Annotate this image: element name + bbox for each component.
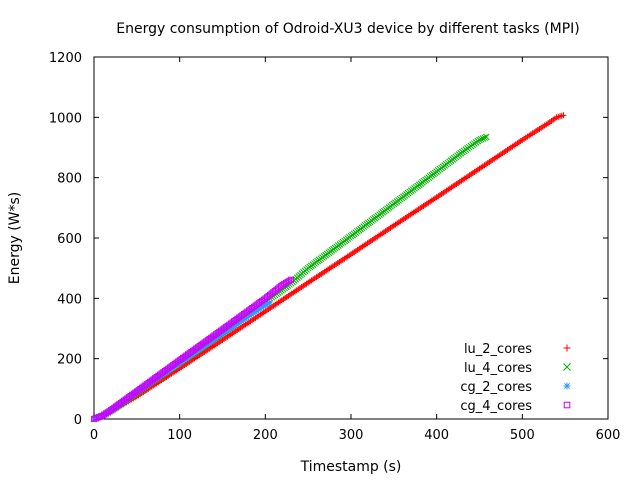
x-tick-label: 100: [167, 428, 192, 443]
y-tick-label: 1200: [49, 51, 82, 66]
legend-label: lu_4_cores: [464, 361, 532, 376]
y-tick-label: 1000: [49, 111, 82, 126]
data-point: [476, 136, 483, 144]
legend-label: cg_2_cores: [460, 380, 532, 395]
x-tick-label: 600: [596, 428, 621, 443]
y-tick-label: 600: [57, 232, 82, 247]
legend-label: cg_4_cores: [460, 399, 532, 414]
data-point: [479, 135, 487, 142]
legend: lu_2_cores lu_4_cores cg_2_cores cg_4_cores: [460, 342, 571, 414]
chart-title: Energy consumption of Odroid-XU3 device …: [116, 21, 580, 37]
legend-marker: [563, 401, 571, 409]
legend-label: lu_2_cores: [464, 342, 532, 357]
x-tick-label: 500: [510, 428, 535, 443]
y-tick-label: 400: [57, 292, 82, 307]
data-point: [286, 277, 293, 284]
x-axis-label: Timestamp (s): [300, 459, 402, 475]
legend-marker: [563, 363, 571, 371]
legend-marker: [563, 344, 571, 352]
series-cg_4_cores: [91, 276, 294, 422]
data-points: [90, 112, 567, 423]
data-point: [288, 276, 294, 283]
legend-marker: [563, 382, 571, 390]
x-tick-label: 400: [424, 428, 449, 443]
data-point: [266, 299, 273, 306]
axis-ticks: 0 100 200 300 400 500 600 0 200 400 600 800 1000 1200: [49, 51, 621, 443]
data-point: [481, 134, 488, 142]
data-point: [482, 133, 490, 141]
y-tick-label: 800: [57, 172, 82, 187]
x-tick-label: 300: [339, 428, 364, 443]
data-point: [560, 112, 567, 119]
x-tick-label: 0: [90, 428, 98, 443]
x-tick-label: 200: [253, 428, 278, 443]
y-tick-label: 0: [74, 413, 82, 428]
data-point: [477, 135, 485, 143]
y-tick-label: 200: [57, 353, 82, 368]
data-point: [97, 413, 104, 420]
y-axis-label: Energy (W*s): [7, 192, 23, 285]
